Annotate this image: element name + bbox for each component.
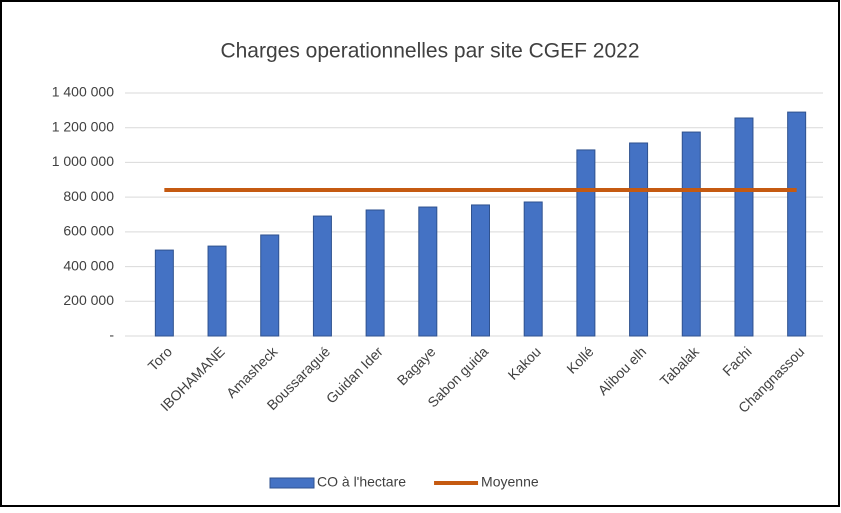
y-tick-label: - [109, 327, 114, 343]
bar [523, 201, 543, 337]
legend-swatch [269, 477, 315, 489]
legend-label: Moyenne [481, 474, 539, 490]
y-tick-label: 600 000 [63, 223, 114, 239]
y-tick-label: 1 200 000 [52, 118, 114, 134]
chart-title: Charges operationnelles par site CGEF 20… [220, 40, 639, 63]
y-tick-label: 1 000 000 [52, 153, 114, 169]
bar [576, 149, 596, 337]
y-tick-label: 800 000 [63, 188, 114, 204]
bar [471, 204, 490, 337]
bar [260, 234, 280, 337]
y-tick-label: 200 000 [63, 292, 114, 308]
bar [365, 209, 385, 337]
bar [418, 206, 438, 337]
legend-label: CO à l'hectare [317, 474, 406, 490]
y-tick-label: 400 000 [63, 257, 114, 273]
bar [207, 245, 227, 337]
bar [312, 215, 332, 337]
y-tick-label: 1 400 000 [52, 84, 114, 100]
bar [681, 131, 701, 337]
bar [154, 249, 174, 337]
bar [787, 111, 807, 337]
bar [629, 142, 649, 337]
bar [734, 117, 754, 337]
